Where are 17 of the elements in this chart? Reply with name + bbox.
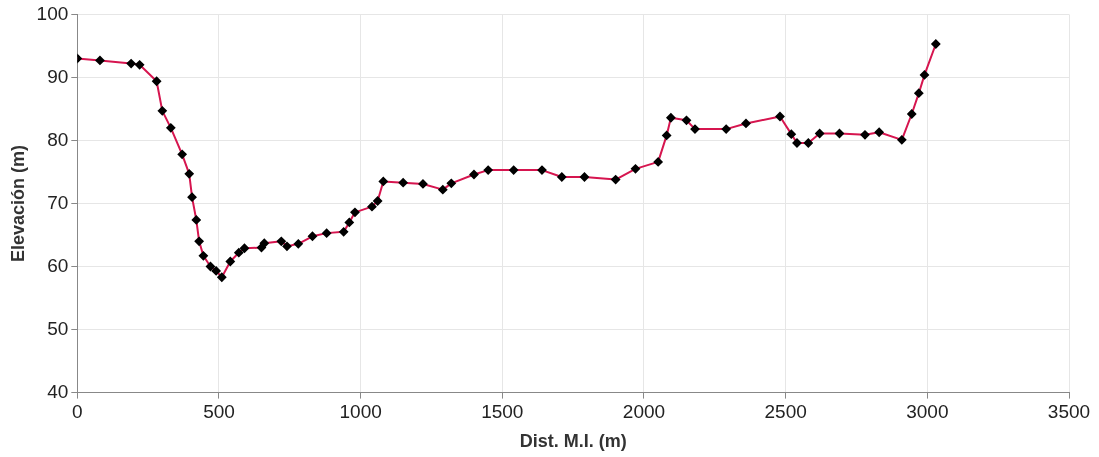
x-tick-label: 2500	[764, 401, 807, 423]
y-tick-label: 50	[47, 317, 69, 339]
x-tick-label: 3000	[906, 401, 949, 423]
y-tick-label: 60	[47, 254, 69, 276]
x-tick-label: 1000	[339, 401, 382, 423]
x-tick-label: 2000	[622, 401, 666, 423]
y-tick-label: 90	[47, 65, 69, 87]
y-tick-label: 70	[47, 191, 69, 213]
x-tick-label: 1500	[481, 401, 524, 423]
y-tick-label: 80	[47, 128, 69, 150]
x-axis-title: Dist. M.I. (m)	[519, 431, 627, 452]
y-axis-title: Elevación (m)	[7, 144, 28, 263]
x-tick-label: 0	[72, 401, 83, 423]
x-tick-label: 500	[203, 401, 235, 423]
y-tick-label: 40	[47, 380, 69, 402]
y-tick-label: 100	[36, 2, 69, 24]
x-tick-label: 3500	[1047, 401, 1091, 423]
